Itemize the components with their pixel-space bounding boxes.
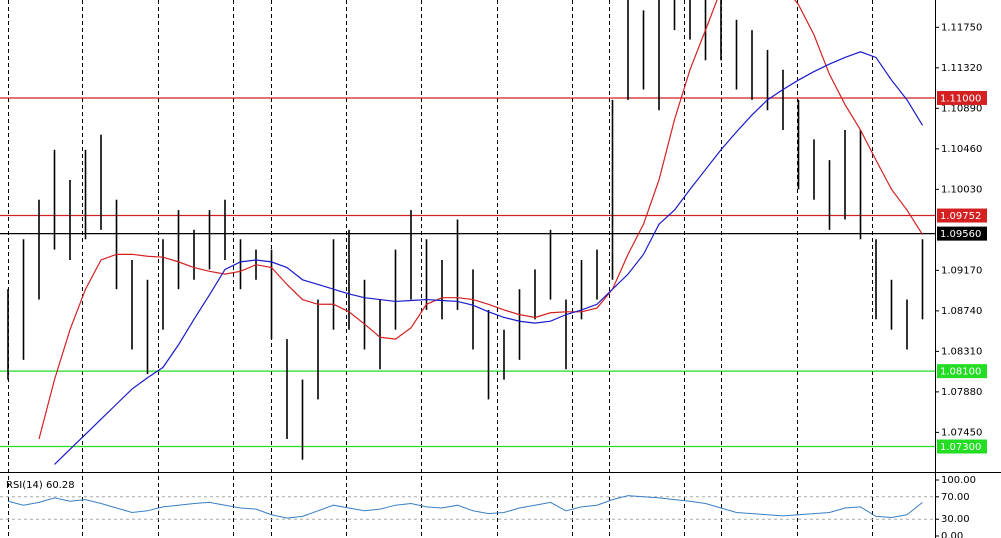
level-box — [937, 226, 987, 241]
y-tick-label: 1.09170 — [941, 265, 982, 276]
rsi-line — [7, 495, 923, 519]
level-box — [937, 439, 987, 454]
y-tick-label: 1.07880 — [941, 387, 982, 398]
level-label: 1.08100 — [940, 367, 981, 378]
y-tick-label: 70.00 — [941, 492, 970, 503]
level-box — [937, 208, 987, 223]
y-tick-label: 1.07450 — [941, 427, 982, 438]
rsi-title: RSI(14) 60.28 — [6, 480, 75, 491]
rsi-plot — [0, 495, 935, 520]
level-box — [937, 90, 987, 105]
y-tick-label: 1.08310 — [941, 346, 982, 357]
time-grid — [8, 0, 873, 538]
y-tick-label: 1.11320 — [941, 63, 982, 74]
y-tick-label: 1.08740 — [941, 306, 982, 317]
moving-average — [38, 0, 924, 440]
level-box — [937, 364, 987, 379]
y-tick-label: 100.00 — [941, 475, 976, 486]
price-axis: 1.11750 1.11320 1.10890 1.10460 1.10030 1.091… — [935, 22, 987, 538]
y-tick-label: 0.00 — [941, 531, 963, 538]
y-tick-label: 1.10030 — [941, 184, 982, 195]
level-label: 1.09560 — [940, 229, 981, 240]
level-label: 1.09752 — [940, 211, 981, 222]
price-plot — [0, 0, 935, 465]
level-label: 1.07300 — [940, 442, 981, 453]
y-tick-label: 1.10460 — [941, 144, 982, 155]
y-tick-label: 1.11750 — [941, 22, 982, 33]
level-label: 1.11000 — [940, 93, 981, 104]
y-tick-label: 1.10890 — [941, 103, 982, 114]
moving-average — [54, 51, 924, 465]
y-tick-label: 30.00 — [941, 514, 970, 525]
